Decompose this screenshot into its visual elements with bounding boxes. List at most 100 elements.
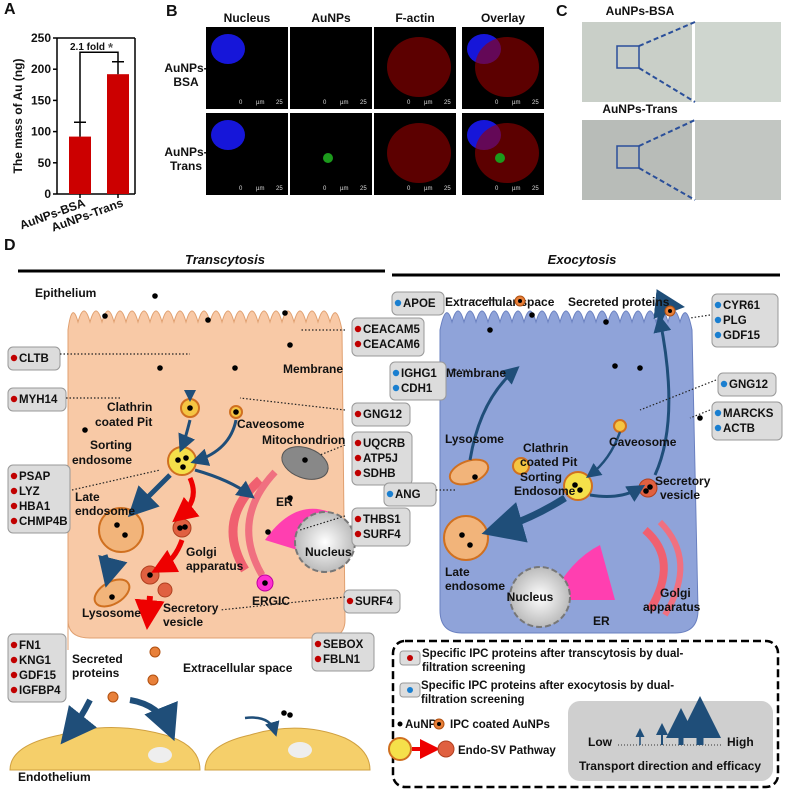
micrograph: 0 µm 25 — [462, 27, 544, 109]
scale-unit: µm — [512, 100, 520, 106]
micrograph: 0 µm 25 — [206, 27, 288, 109]
aunp — [467, 542, 473, 548]
gene-label: SURF4 — [355, 596, 393, 608]
gene-dot — [394, 299, 402, 307]
connector — [71, 469, 161, 491]
row-label-trans-1: AuNPs- — [164, 145, 207, 159]
micrograph: 0 µm 25 — [462, 113, 544, 195]
brightfield-zoom-bsa — [695, 22, 781, 102]
gene-dot — [314, 640, 322, 648]
lysosome — [448, 458, 490, 486]
legend: Specific IPC proteins after transcytosis… — [388, 639, 780, 789]
y-tick-label: 100 — [31, 125, 51, 139]
gene-dot — [392, 369, 400, 377]
bar-1 — [107, 74, 129, 194]
label-sorting-1: Sorting — [520, 470, 562, 484]
arrow — [244, 716, 280, 737]
gene-label: PSAP — [19, 471, 51, 483]
gene-dot — [386, 490, 394, 498]
scale-max: 25 — [276, 100, 283, 106]
micrograph: 0 µm 25 — [290, 113, 372, 195]
gene-dot — [346, 597, 354, 605]
significance-bracket — [79, 51, 119, 123]
bar-0 — [69, 136, 91, 194]
label-lysosome: Lysosome — [82, 606, 141, 620]
ipc-aunp — [149, 646, 161, 658]
column-header: Overlay — [481, 11, 525, 25]
endothelial-nucleus — [148, 747, 172, 763]
brightfield-panel: AuNPs-BSA AuNPs-Trans — [582, 4, 781, 201]
label-secretory-2: vesicle — [660, 488, 700, 502]
right-organelles — [443, 289, 685, 628]
actin-stain — [387, 123, 451, 183]
gene-label: CEACAM5 — [363, 324, 420, 336]
scale-zero: 0 — [239, 186, 243, 192]
legend-endo-sv: Endo-SV Pathway — [458, 745, 556, 757]
label-secreted-2: proteins — [72, 666, 120, 680]
caveosome — [613, 419, 627, 433]
significance-star: * — [108, 40, 114, 55]
golgi-apparatus — [245, 469, 278, 577]
y-tick-label: 0 — [44, 187, 51, 201]
aunp — [281, 710, 287, 716]
gene-label: MARCKS — [723, 408, 774, 420]
label-late-1: Late — [75, 490, 100, 504]
micrograph: 0 µm 25 — [290, 27, 372, 109]
aunp — [459, 532, 465, 538]
scale-max: 25 — [444, 100, 451, 106]
label-sorting-1: Sorting — [90, 438, 132, 452]
gene-dot — [354, 439, 362, 447]
aunp — [180, 464, 186, 470]
gene-dot — [10, 354, 18, 362]
scale-unit: µm — [256, 186, 264, 192]
label-nucleus: Nucleus — [305, 545, 352, 559]
gene-box-cltb: CLTB — [7, 346, 61, 371]
gene-dot — [10, 641, 18, 649]
label-clathrin-1: Clathrin — [107, 400, 152, 414]
arrow — [653, 314, 672, 476]
aunp — [187, 405, 193, 411]
brightfield-title-trans: AuNPs-Trans — [602, 102, 678, 116]
scale-unit: µm — [512, 186, 520, 192]
gene-label: LYZ — [19, 486, 40, 498]
connector — [689, 409, 711, 419]
gene-box-late: PSAP LYZ HBA1 CHMP4B — [7, 464, 71, 534]
left-organelles — [93, 390, 356, 630]
late-endosome — [443, 515, 489, 561]
scale-max: 25 — [444, 186, 451, 192]
scale-zero: 0 — [239, 100, 243, 106]
error-bar — [74, 121, 86, 137]
aunp — [102, 313, 108, 319]
legend-red-1: Specific IPC proteins after transcytosis… — [422, 648, 684, 660]
gene-dot — [10, 671, 18, 679]
aunp-dots — [82, 293, 703, 718]
gene-box-ang: ANG — [383, 482, 437, 507]
label-membrane-right: Membrane — [446, 366, 506, 380]
gene-dot — [354, 454, 362, 462]
scale-max: 25 — [532, 186, 539, 192]
gene-dot — [392, 384, 400, 392]
gene-dot — [10, 686, 18, 694]
micrograph: 0 µm 25 — [206, 113, 288, 195]
label-caveosome-right: Caveosome — [609, 435, 677, 449]
arrow — [468, 366, 520, 461]
gene-box-ceacam: CEACAM5 CEACAM6 — [351, 317, 425, 357]
gene-dot — [720, 380, 728, 388]
gene-dot — [354, 530, 362, 538]
gene-label: CHMP4B — [19, 516, 68, 528]
label-clathrin-2: coated Pit — [520, 455, 577, 469]
gene-dot — [714, 424, 722, 432]
aunp — [647, 484, 653, 490]
endothelial-cell — [204, 727, 371, 771]
y-tick-label: 50 — [38, 156, 52, 170]
label-endothelium: Endothelium — [18, 770, 91, 784]
legend-ipc: IPC coated AuNPs — [450, 719, 550, 731]
actin-stain — [475, 123, 539, 183]
epithelial-cell-transcytosis — [67, 310, 346, 650]
scale-unit: µm — [256, 100, 264, 106]
label-nucleus-right: Nucleus — [507, 590, 554, 604]
golgi-apparatus — [642, 526, 668, 613]
clathrin-pit — [512, 457, 530, 475]
gene-label: GNG12 — [363, 409, 402, 421]
